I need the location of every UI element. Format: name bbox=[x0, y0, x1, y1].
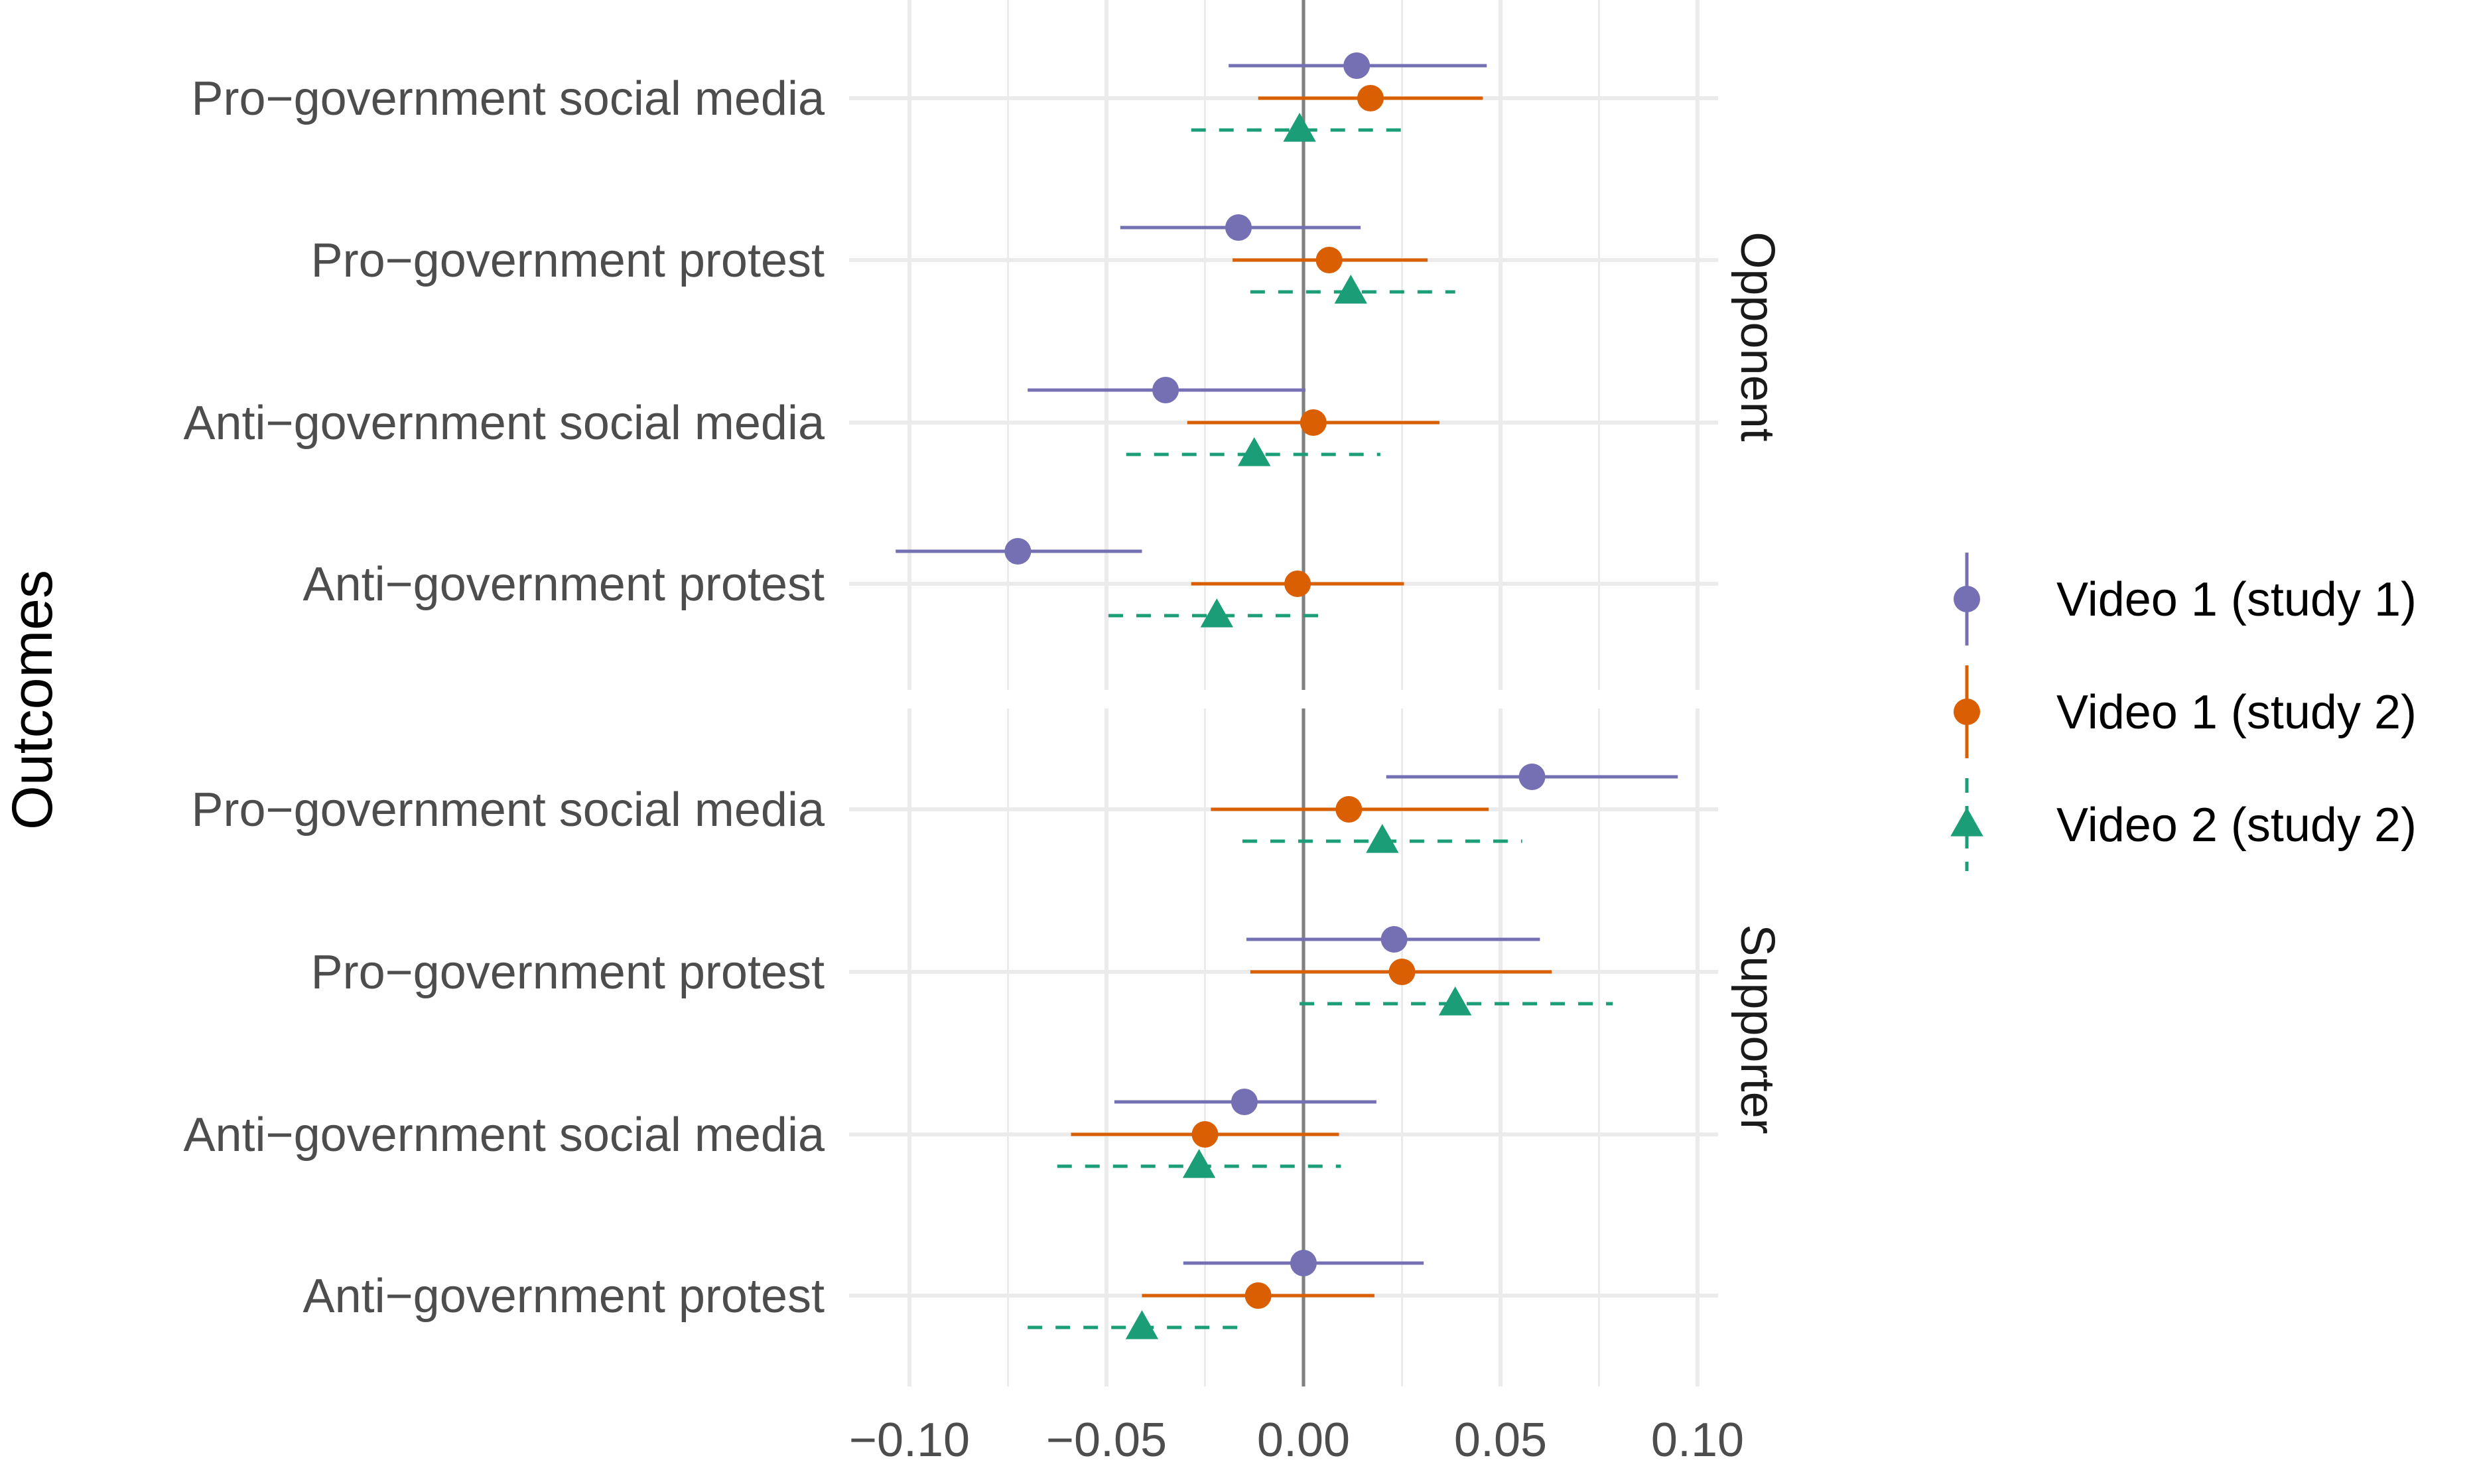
point-video-1-study-1-supporter-anti-government-social-media bbox=[1231, 1089, 1258, 1115]
ytick-opponent-anti-government-social-media: Anti−government social media bbox=[183, 397, 825, 450]
ytick-supporter-anti-government-social-media: Anti−government social media bbox=[183, 1109, 825, 1162]
point-video-1-study-2-supporter-anti-government-protest bbox=[1244, 1282, 1272, 1309]
facet-strip-labels: Opponent Supporter bbox=[1731, 232, 1784, 1134]
point-video-2-study-2-opponent-pro-government-social-media bbox=[1283, 113, 1316, 142]
point-video-2-study-2-supporter-anti-government-protest bbox=[1125, 1310, 1159, 1339]
xtick-label: 0.05 bbox=[1454, 1414, 1547, 1467]
xtick-label: 0.00 bbox=[1257, 1414, 1350, 1467]
xtick-label: −0.05 bbox=[1046, 1414, 1167, 1467]
panel-gap bbox=[842, 690, 1725, 708]
x-tick-labels: −0.10 −0.05 0.00 0.05 0.10 bbox=[849, 1414, 1744, 1467]
point-video-1-study-1-supporter-pro-government-protest bbox=[1380, 926, 1408, 953]
legend-label-video-2-study-2: Video 2 (study 2) bbox=[2056, 799, 2417, 852]
point-video-1-study-1-opponent-anti-government-social-media bbox=[1152, 377, 1179, 403]
strip-supporter: Supporter bbox=[1731, 924, 1784, 1134]
point-video-1-study-2-opponent-pro-government-protest bbox=[1315, 247, 1343, 273]
grid-lines bbox=[842, 0, 1725, 1386]
y-axis-title: Outcomes bbox=[1, 570, 64, 830]
legend-label-video-1-study-1: Video 1 (study 1) bbox=[2056, 573, 2417, 626]
point-video-1-study-1-opponent-anti-government-protest bbox=[1004, 538, 1032, 565]
legend-label-video-1-study-2: Video 1 (study 2) bbox=[2056, 686, 2417, 739]
point-video-2-study-2-opponent-pro-government-protest bbox=[1334, 275, 1367, 304]
point-video-1-study-1-opponent-pro-government-protest bbox=[1225, 214, 1252, 241]
point-video-2-study-2-supporter-pro-government-protest bbox=[1438, 986, 1472, 1016]
y-tick-labels: Pro−government social media Pro−governmen… bbox=[183, 72, 825, 1323]
legend-key-marker-video-1-study-1 bbox=[1954, 586, 1980, 612]
point-video-1-study-1-supporter-pro-government-social-media bbox=[1518, 764, 1546, 790]
ytick-opponent-anti-government-protest: Anti−government protest bbox=[303, 558, 825, 611]
legend: Video 1 (study 1) Video 1 (study 2) Video … bbox=[1950, 553, 2417, 871]
point-video-1-study-2-supporter-pro-government-protest bbox=[1388, 959, 1416, 985]
point-video-1-study-1-supporter-anti-government-protest bbox=[1290, 1250, 1317, 1276]
strip-opponent: Opponent bbox=[1731, 232, 1784, 441]
ytick-opponent-pro-government-protest: Pro−government protest bbox=[311, 234, 825, 287]
legend-key-marker-video-1-study-2 bbox=[1954, 699, 1980, 725]
data-marks bbox=[896, 52, 1678, 1339]
ytick-supporter-anti-government-protest: Anti−government protest bbox=[303, 1270, 825, 1323]
point-video-2-study-2-supporter-pro-government-social-media bbox=[1366, 824, 1399, 853]
ytick-supporter-pro-government-social-media: Pro−government social media bbox=[192, 783, 825, 837]
point-video-1-study-1-opponent-pro-government-social-media bbox=[1343, 52, 1370, 79]
xtick-label: −0.10 bbox=[849, 1414, 970, 1467]
point-video-1-study-2-opponent-pro-government-social-media bbox=[1357, 85, 1384, 111]
point-video-2-study-2-opponent-anti-government-protest bbox=[1200, 598, 1234, 628]
ytick-supporter-pro-government-protest: Pro−government protest bbox=[311, 946, 825, 999]
xtick-label: 0.10 bbox=[1651, 1414, 1744, 1467]
point-video-1-study-2-supporter-pro-government-social-media bbox=[1335, 796, 1363, 823]
point-video-1-study-2-opponent-anti-government-social-media bbox=[1300, 409, 1327, 436]
ytick-opponent-pro-government-social-media: Pro−government social media bbox=[192, 72, 825, 125]
legend-key-marker-video-2-study-2 bbox=[1950, 807, 1983, 837]
point-video-2-study-2-opponent-anti-government-social-media bbox=[1238, 437, 1271, 466]
point-video-1-study-2-opponent-anti-government-protest bbox=[1284, 571, 1311, 597]
point-video-2-study-2-supporter-anti-government-social-media bbox=[1182, 1149, 1216, 1178]
point-video-1-study-2-supporter-anti-government-social-media bbox=[1191, 1121, 1219, 1148]
